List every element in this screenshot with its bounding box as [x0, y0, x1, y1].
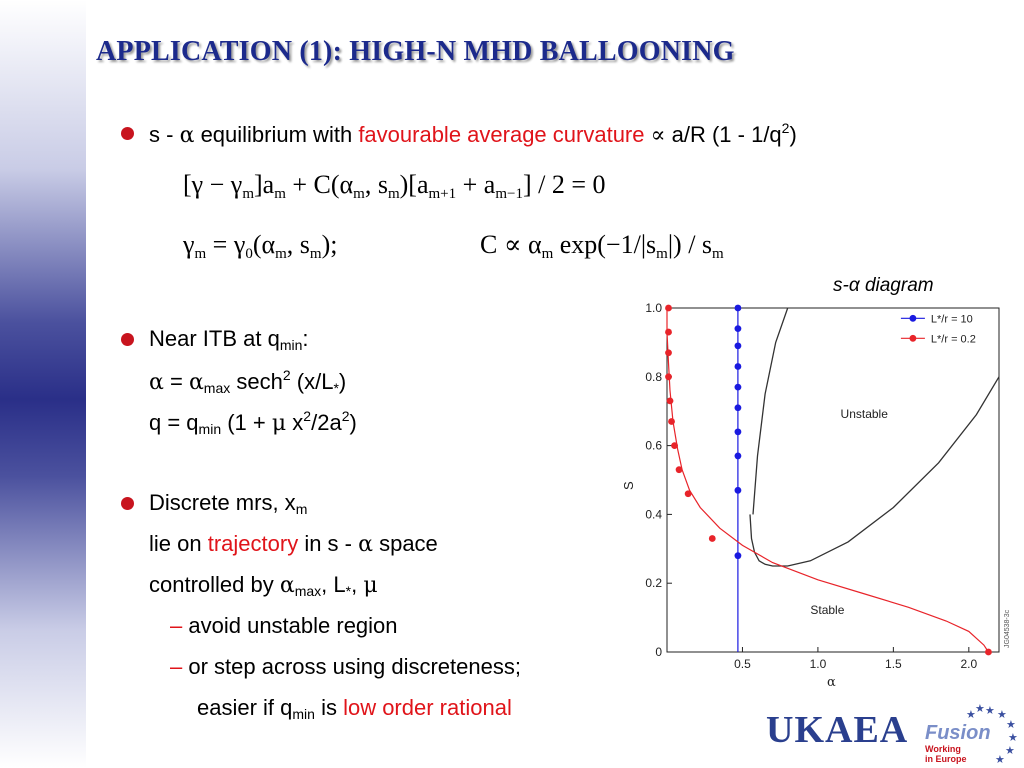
equation-1: [γ − γm]am + C(αm, sm)[am+1 + am−1] / 2 … — [183, 170, 606, 202]
s-alpha-chart: 0.5 1.0 1.5 2.000.20.40.60.81.0αSUnstableSt… — [621, 301, 1011, 690]
series-2-point — [666, 397, 674, 405]
equation-2a: γm = γ0(αm, sm); — [183, 230, 338, 262]
series-2-point — [665, 328, 672, 336]
series-1-point — [734, 552, 742, 560]
series-1-point — [734, 325, 742, 333]
plot-frame — [666, 307, 1000, 653]
sub-bullet-2: – or step across using discreteness; — [170, 654, 521, 679]
bullet-2-line-1: Near ITB at qmin: — [149, 326, 309, 353]
svg-text:★: ★ — [966, 708, 976, 721]
bullet-3-line-1: Discrete mrs, xm — [149, 490, 308, 517]
stability-boundary-upper — [752, 307, 789, 515]
sidebar-gradient — [0, 0, 86, 768]
series-2-point — [671, 442, 678, 449]
fusion-logo-text: Fusion — [925, 722, 991, 744]
bullet-3-line-3: controlled by αmax, L*, μ — [149, 572, 378, 599]
series-line-2 — [666, 308, 989, 653]
series-1-point — [734, 342, 742, 350]
bullet-3 — [121, 497, 134, 510]
legend-marker-2 — [909, 334, 917, 342]
legend-label-1: L*/r = 10 — [931, 313, 973, 325]
svg-text:★: ★ — [1005, 744, 1015, 757]
x-tick-label: 2.0 — [960, 657, 977, 671]
svg-text:★: ★ — [995, 753, 1005, 766]
chart-caption: s-α diagram — [833, 275, 934, 296]
series-2-point — [708, 535, 716, 542]
series-1-point — [734, 404, 742, 412]
ukaea-logo: UKAEA — [766, 709, 909, 751]
eu-stars-icon: ★ ★★ ★★★ ★★ — [966, 704, 1018, 766]
series-1-point — [734, 383, 742, 391]
svg-text:★: ★ — [1006, 718, 1016, 731]
y-tick-label: 0 — [655, 645, 662, 659]
bullet-2-line-3: q = qmin (1 + μ x2/2a2) — [149, 408, 357, 437]
bullet-1-text: s - α equilibrium with favourable averag… — [149, 120, 797, 148]
series-2-point — [668, 418, 675, 425]
series-1-point — [734, 428, 742, 436]
legend-marker-1 — [909, 314, 917, 322]
sub-bullet-1: – avoid unstable region — [170, 613, 398, 638]
equation-2b: C ∝ αm exp(−1/|sm|) / sm — [480, 230, 724, 262]
series-1-point — [734, 304, 742, 312]
series-1-point — [734, 486, 742, 494]
svg-text:★: ★ — [997, 708, 1007, 721]
series-1-point — [734, 452, 742, 460]
region-label-stable: Stable — [810, 603, 844, 617]
bullet-2 — [121, 333, 134, 346]
y-tick-label: 0.4 — [645, 507, 662, 521]
svg-text:★: ★ — [1008, 731, 1018, 744]
slide-title: APPLICATION (1): HIGH-N MHD BALLOONING — [96, 36, 735, 67]
region-label-unstable: Unstable — [841, 407, 889, 421]
bullet-3-line-2: lie on trajectory in s - α space — [149, 531, 438, 557]
working-in-europe-text: Working in Europe — [925, 744, 967, 764]
stability-boundary — [749, 376, 1000, 567]
x-tick-label: 1.5 — [885, 657, 902, 671]
series-2-point — [665, 373, 672, 381]
legend-label-2: L*/r = 0.2 — [931, 333, 976, 345]
y-tick-label: 0.8 — [645, 370, 662, 384]
y-tick-label: 0.2 — [645, 576, 662, 590]
sub-bullet-2-continued: easier if qmin is low order rational — [197, 695, 512, 722]
series-2-point — [665, 304, 672, 312]
series-2-point — [985, 648, 992, 656]
bullet-1 — [121, 127, 134, 140]
bullet-2-line-2: α = αmax sech2 (x/L*) — [149, 367, 347, 396]
x-axis-label: α — [827, 675, 836, 690]
x-tick-label: 1.0 — [810, 657, 827, 671]
svg-text:★: ★ — [985, 704, 995, 717]
x-tick-label: 0.5 — [734, 657, 751, 671]
series-1-point — [734, 363, 742, 370]
figure-id-label: JG04538-3c — [1004, 609, 1011, 648]
y-tick-label: 1.0 — [645, 301, 662, 315]
svg-text:★: ★ — [975, 704, 985, 715]
y-tick-label: 0.6 — [645, 439, 662, 453]
series-2-point — [665, 349, 672, 357]
series-2-point — [675, 466, 683, 474]
y-axis-label: S — [621, 481, 636, 490]
series-2-point — [684, 490, 692, 498]
